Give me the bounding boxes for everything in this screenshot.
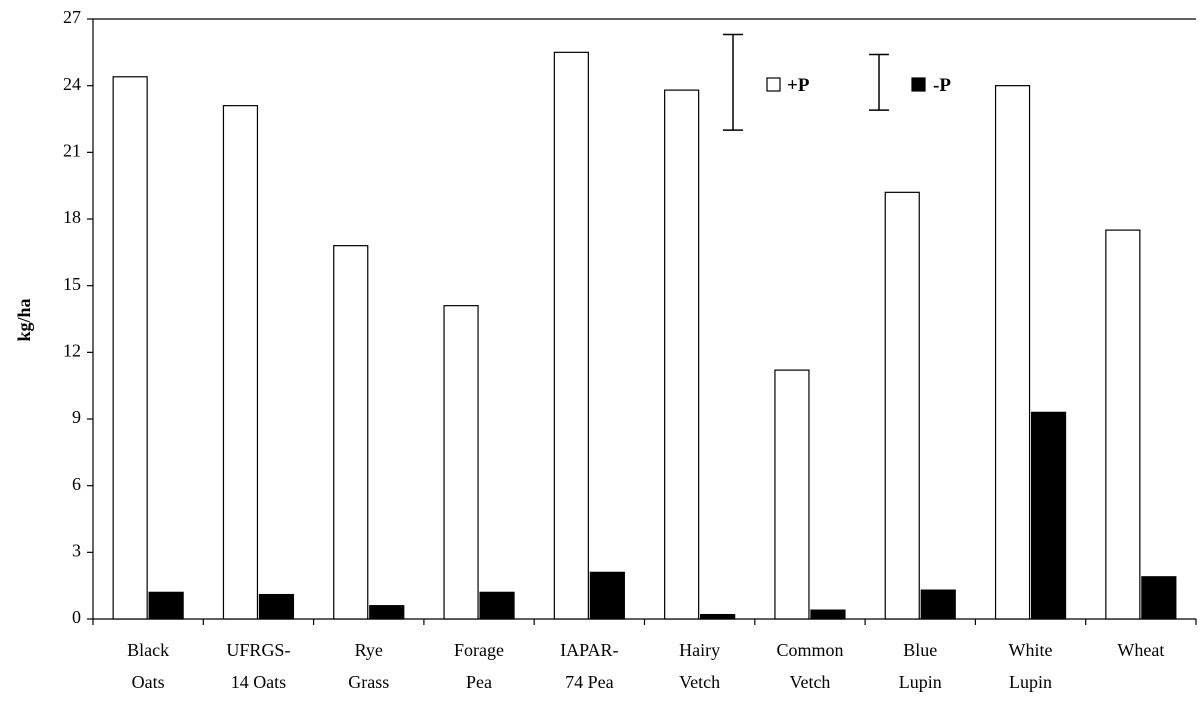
y-tick-label: 3	[72, 540, 81, 560]
y-tick-label: 21	[63, 140, 81, 160]
y-tick-label: 0	[72, 607, 81, 627]
category-labels: Black Oats UFRGS- 14 Oats Rye Grass Forage Pea I…	[127, 640, 1164, 692]
x-category-label: Wheat	[1117, 640, 1164, 660]
y-tick-label: 15	[63, 274, 81, 294]
bar-plus-p	[443, 305, 479, 620]
bars	[112, 51, 1177, 620]
x-category-label: White	[1009, 640, 1053, 660]
bar-plus-p	[774, 369, 810, 620]
y-tick-label: 27	[63, 7, 81, 27]
bar-minus-p	[700, 613, 736, 620]
x-category-label: Blue	[903, 640, 937, 660]
x-category-label: Hairy	[679, 640, 720, 660]
bar-plus-p	[112, 76, 148, 620]
x-category-label: Rye	[355, 640, 383, 660]
legend-label-plus-p: +P	[787, 75, 810, 96]
legend-swatch-plus-p	[766, 77, 781, 92]
bar-minus-p	[810, 609, 846, 620]
y-tick-label: 9	[72, 407, 81, 427]
bar-minus-p	[258, 593, 295, 620]
x-category-label: IAPAR-	[560, 640, 618, 660]
bar-plus-p	[222, 105, 259, 620]
bar-minus-p	[1030, 411, 1067, 620]
x-category-label: Common	[776, 640, 843, 660]
x-category-label: 74 Pea	[565, 672, 614, 692]
x-category-label: Oats	[132, 672, 165, 692]
x-category-label: Lupin	[1009, 672, 1052, 692]
y-tick-label: 6	[72, 474, 81, 494]
bar-minus-p	[479, 591, 515, 620]
y-tick-label: 24	[63, 74, 81, 94]
bar-plus-p	[994, 85, 1031, 620]
legend-label-minus-p: -P	[933, 75, 951, 96]
bar-minus-p	[148, 591, 184, 620]
bar-minus-p	[369, 605, 405, 620]
y-tick-label: 12	[63, 340, 81, 360]
x-category-label: Black	[127, 640, 169, 660]
y-axis-title: kg/ha	[14, 298, 34, 341]
legend-swatch-minus-p	[911, 77, 926, 92]
bar-plus-p	[664, 89, 700, 620]
bar-plus-p	[1105, 229, 1141, 620]
x-category-label: Pea	[466, 672, 492, 692]
bar-minus-p	[920, 589, 956, 620]
x-category-label: Lupin	[899, 672, 942, 692]
x-category-label: UFRGS-	[226, 640, 290, 660]
x-category-label: Vetch	[679, 672, 720, 692]
bar-minus-p	[589, 571, 625, 620]
y-tick-label: 18	[63, 207, 81, 227]
x-category-label: Forage	[454, 640, 504, 660]
x-category-label: Grass	[348, 672, 389, 692]
bar-plus-p	[884, 191, 920, 620]
bar-plus-p	[333, 245, 369, 620]
x-category-label: 14 Oats	[231, 672, 287, 692]
x-category-label: Vetch	[789, 672, 830, 692]
bar-plus-p	[553, 51, 589, 620]
legend: +P -P	[723, 33, 951, 131]
bar-minus-p	[1141, 576, 1177, 620]
